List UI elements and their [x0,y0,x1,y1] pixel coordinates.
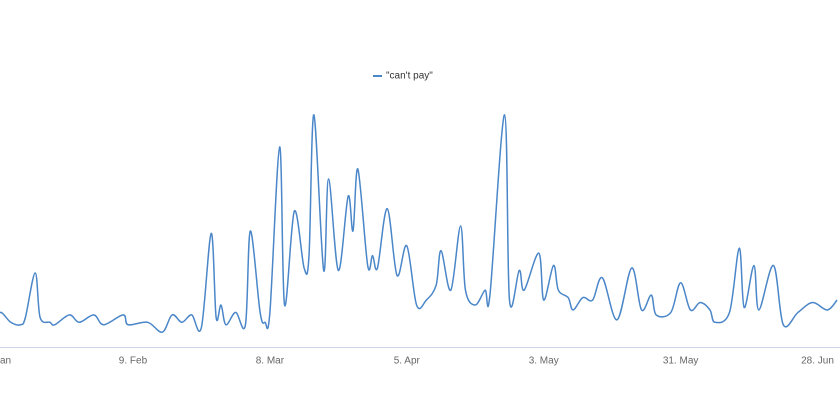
x-tick-label: 5. Apr [394,356,421,367]
legend-label: "can't pay" [386,71,433,82]
x-tick-label: 3. May [529,356,559,367]
x-tick-label: 9. Feb [119,356,148,367]
x-tick-label: an [0,356,11,367]
series-line [0,114,838,333]
x-tick-label: 31. May [663,356,699,367]
x-tick-label: 8. Mar [256,356,285,367]
x-tick-label: 28. Jun [801,356,834,367]
